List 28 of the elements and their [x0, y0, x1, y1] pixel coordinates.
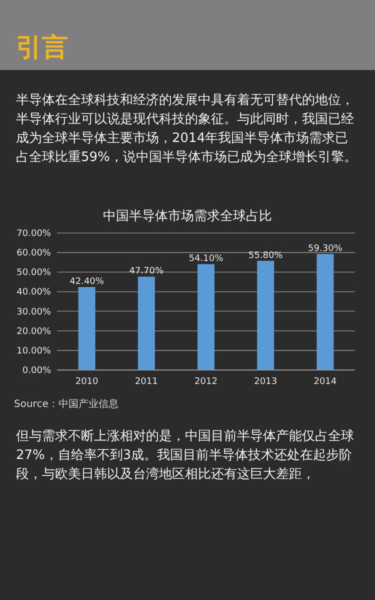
x-tick-label: 2014	[314, 377, 337, 387]
x-tick-label: 2013	[254, 377, 278, 387]
y-tick-label: 20.00%	[16, 326, 52, 337]
x-tick-label: 2010	[75, 377, 99, 387]
bar	[257, 260, 274, 370]
text: 引言	[16, 33, 68, 63]
text: 半导体在全球科技和经济的发展中具有着无可替代的地位，半导体行业可以说是现代科技的象征。与此同时，我国已经成为全球半导体主要市场，2014年我国半导体市场需求已占全球比重59%，说中国半导体市场已成为全球增长引擎。	[16, 92, 357, 165]
y-tick-label: 70.00%	[16, 229, 52, 239]
source-note: Source：中国产业信息	[14, 398, 118, 410]
y-tick-label: 30.00%	[16, 307, 52, 318]
bar	[316, 254, 334, 370]
y-tick-label: 50.00%	[16, 268, 52, 278]
bar	[78, 287, 96, 370]
data-label: 59.30%	[308, 244, 343, 254]
text: 但与需求不断上涨相对的是，中国目前半导体产能仅占全球27%，自给率不到3成。我国目前半导体技术还处在起步阶段，与欧美日韩以及台湾地区相比还有这巨大差距，	[16, 429, 354, 482]
data-label: 54.10%	[188, 254, 224, 264]
x-tick-label: 2011	[134, 377, 158, 387]
chart-title: 中国半导体市场需求全球占比	[103, 209, 272, 224]
y-tick-label: 60.00%	[16, 248, 52, 259]
bar	[198, 264, 214, 370]
data-label: 42.40%	[70, 277, 104, 288]
data-label: 55.80%	[248, 250, 284, 261]
y-tick-label: 10.00%	[16, 346, 52, 356]
y-tick-label: 0.00%	[22, 366, 52, 376]
y-tick-label: 40.00%	[16, 288, 52, 298]
data-label: 47.70%	[129, 266, 164, 277]
bar	[138, 276, 155, 370]
x-tick-label: 2012	[194, 377, 218, 387]
